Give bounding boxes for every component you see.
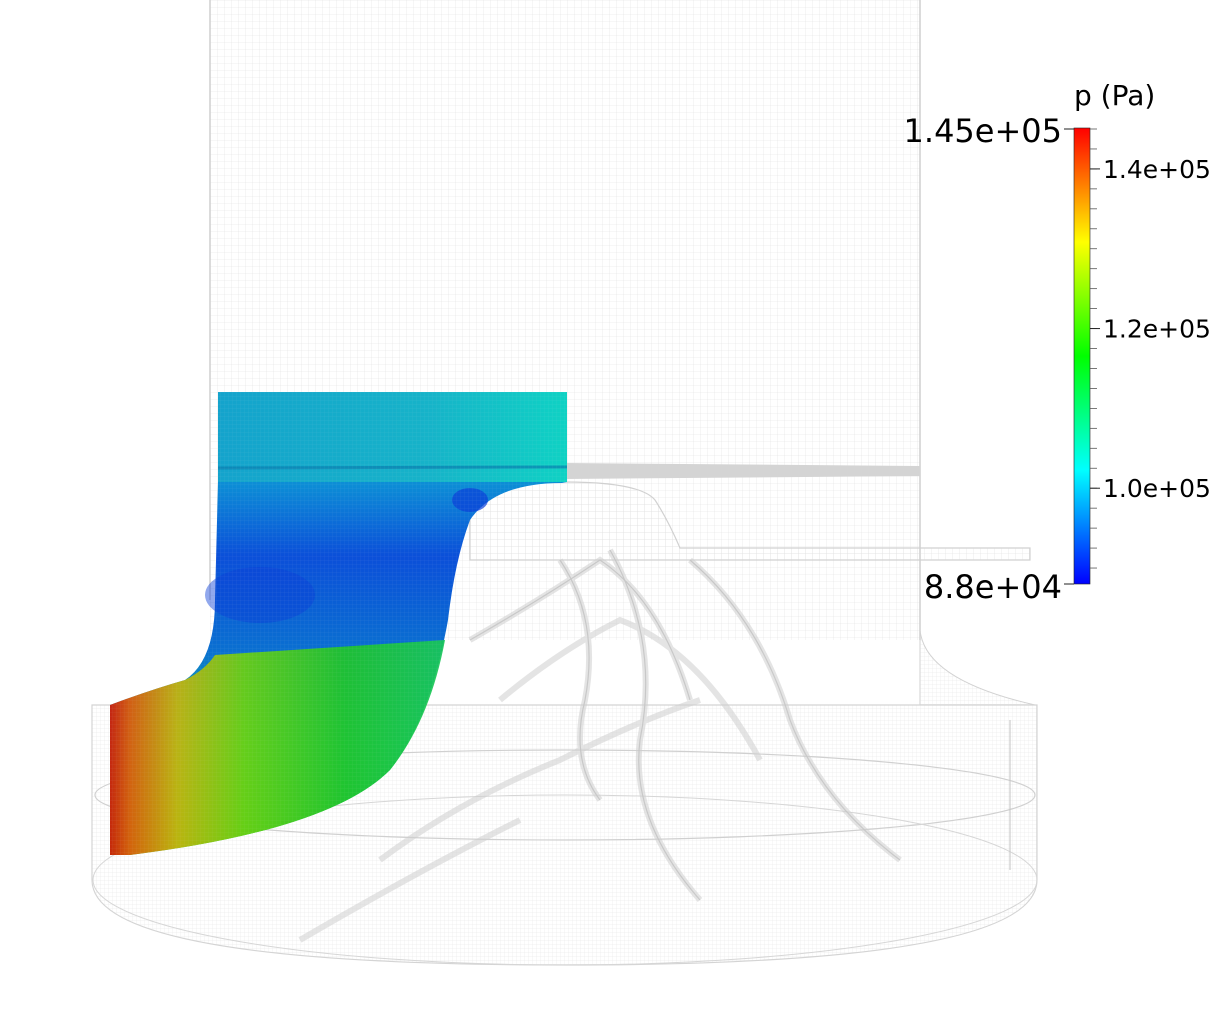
colorbar-min-label: 8.8e+04 — [924, 568, 1062, 606]
colorbar-tick-label: 1.2e+05 — [1103, 315, 1211, 344]
colorbar-gradient — [1073, 127, 1091, 585]
colorbar: p (Pa) 1.4e+05 1.2e+05 1.0e+05 1.45e+05 8.… — [904, 79, 1211, 606]
colorbar-title: p (Pa) — [1074, 79, 1155, 112]
colorbar-ticks: 1.4e+05 1.2e+05 1.0e+05 — [1090, 128, 1211, 569]
colorbar-tick-label: 1.4e+05 — [1103, 155, 1211, 184]
colorbar-max-label: 1.45e+05 — [904, 112, 1062, 150]
colorbar-tick-label: 1.0e+05 — [1103, 474, 1211, 503]
pressure-slice — [110, 392, 568, 855]
